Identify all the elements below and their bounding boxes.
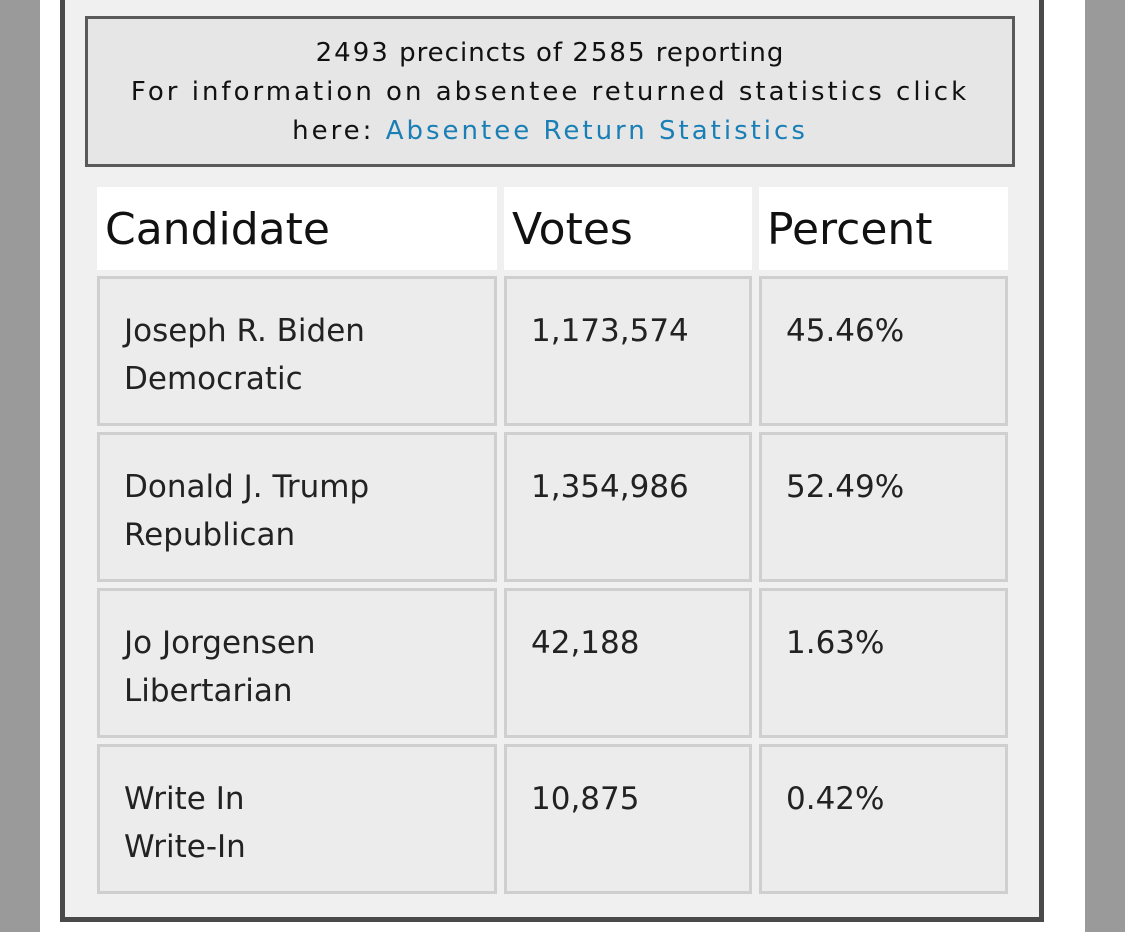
header-votes: Votes — [504, 187, 752, 270]
vote-percent: 1.63% — [786, 625, 885, 661]
candidate-name: Write In — [124, 781, 245, 817]
vote-percent: 0.42% — [786, 781, 885, 817]
candidate-name: Donald J. Trump — [124, 469, 370, 505]
candidate-party: Write-In — [124, 829, 246, 865]
table-row-1-votes: 1,173,574 — [504, 276, 752, 426]
candidate-party: Republican — [124, 517, 296, 553]
vote-count: 1,354,986 — [531, 469, 689, 505]
vote-count: 42,188 — [531, 625, 640, 661]
header-candidate: Candidate — [97, 187, 497, 270]
candidate-name: Jo Jorgensen — [124, 625, 316, 661]
absentee-info-line: For information on absentee returned sta… — [130, 77, 970, 107]
table-row-2-percent: 52.49% — [759, 432, 1008, 582]
table-row-1-percent: 45.46% — [759, 276, 1008, 426]
precincts-total: 2585 — [572, 38, 647, 68]
candidate-party: Democratic — [124, 361, 303, 397]
precincts-reporting-text: 2493 precincts of 2585 reporting — [88, 19, 1012, 73]
table-row-3-votes: 42,188 — [504, 588, 752, 738]
table-row-4-votes: 10,875 — [504, 744, 752, 894]
precincts-of-label: precincts of — [399, 38, 564, 68]
absentee-here-label: here: — [292, 116, 375, 146]
table-row-4-percent: 0.42% — [759, 744, 1008, 894]
vote-count: 10,875 — [531, 781, 640, 817]
vote-count: 1,173,574 — [531, 313, 689, 349]
absentee-info-line-2: here: Absentee Return Statistics — [88, 112, 1012, 151]
candidate-name: Joseph R. Biden — [124, 313, 365, 349]
reporting-label: reporting — [655, 38, 785, 68]
results-panel: 2493 precincts of 2585 reporting For inf… — [60, 0, 1044, 922]
table-row-2-candidate: Donald J. Trump Republican — [97, 432, 497, 582]
header-percent: Percent — [759, 187, 1008, 270]
absentee-return-statistics-link[interactable]: Absentee Return Statistics — [385, 116, 808, 146]
table-row-4-candidate: Write In Write-In — [97, 744, 497, 894]
table-row-3-percent: 1.63% — [759, 588, 1008, 738]
vote-percent: 52.49% — [786, 469, 905, 505]
precincts-reported: 2493 — [315, 38, 390, 68]
table-row-2-votes: 1,354,986 — [504, 432, 752, 582]
candidate-party: Libertarian — [124, 673, 293, 709]
vote-percent: 45.46% — [786, 313, 905, 349]
table-row-1-candidate: Joseph R. Biden Democratic — [97, 276, 497, 426]
page: 2493 precincts of 2585 reporting For inf… — [40, 0, 1085, 932]
reporting-info-box: 2493 precincts of 2585 reporting For inf… — [85, 16, 1015, 167]
table-row-3-candidate: Jo Jorgensen Libertarian — [97, 588, 497, 738]
